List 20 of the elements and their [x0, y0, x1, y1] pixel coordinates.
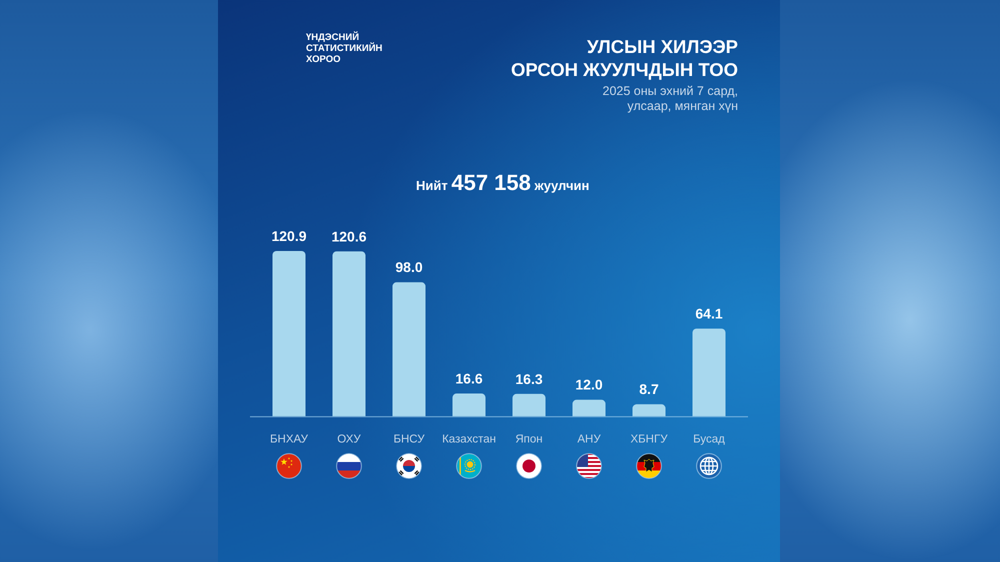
- data-label: 12.0: [575, 376, 603, 393]
- x-tick-label: ХБНГУ: [630, 433, 668, 446]
- x-tick-label: Япон: [515, 433, 543, 446]
- chart-subtitle: 2025 оны эхний 7 сард, улсаар, мянган хүн: [602, 84, 738, 114]
- data-label: 120.6: [331, 228, 367, 244]
- data-label: 16.3: [515, 370, 543, 387]
- chart-title: УЛСЫН ХИЛЭЭР ОРСОН ЖУУЛЧДЫН ТОО: [511, 35, 738, 81]
- text: Нийт 457 158 жуулчин: [416, 170, 590, 195]
- text: ҮНДЭСНИЙ СТАТИСТИКИЙН ХОРОО: [306, 32, 382, 65]
- data-label: 98.0: [395, 259, 423, 276]
- data-label: 8.7: [639, 381, 659, 398]
- data-label: 120.9: [271, 228, 307, 244]
- x-tick-label: Казахстан: [442, 433, 496, 446]
- data-label: 16.6: [455, 370, 483, 386]
- x-tick-label: ОХУ: [337, 433, 362, 446]
- data-label: 64.1: [695, 305, 723, 322]
- x-tick-label: БНСУ: [393, 433, 426, 446]
- x-tick-label: АНУ: [577, 433, 602, 446]
- x-tick-label: БНХАУ: [270, 433, 309, 446]
- x-tick-label: Бусад: [693, 433, 726, 446]
